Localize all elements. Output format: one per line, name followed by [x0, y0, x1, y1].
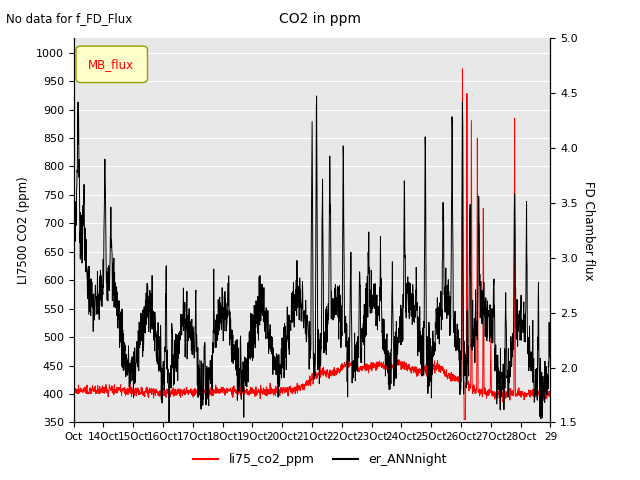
Legend: li75_co2_ppm, er_ANNnight: li75_co2_ppm, er_ANNnight	[188, 448, 452, 471]
Text: No data for f_FD_Flux: No data for f_FD_Flux	[6, 12, 132, 25]
Text: CO2 in ppm: CO2 in ppm	[279, 12, 361, 26]
Y-axis label: LI7500 CO2 (ppm): LI7500 CO2 (ppm)	[17, 177, 30, 284]
Text: MB_flux: MB_flux	[88, 58, 134, 71]
FancyBboxPatch shape	[76, 46, 147, 83]
Y-axis label: FD Chamber flux: FD Chamber flux	[582, 180, 595, 280]
